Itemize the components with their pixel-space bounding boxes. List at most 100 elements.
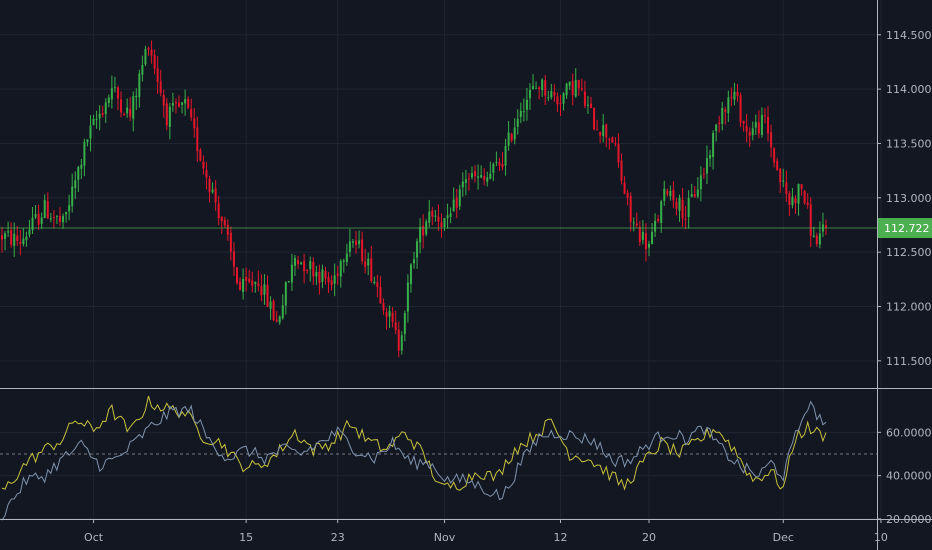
price-tick-label: 112.500: [886, 246, 932, 259]
oscillator-axis[interactable]: 60.0000 40.0000 20.0000: [877, 426, 932, 526]
candle: [159, 69, 162, 97]
candle: [651, 222, 654, 245]
candle: [687, 190, 690, 229]
candle: [519, 102, 522, 124]
candle: [187, 96, 190, 110]
candle: [455, 188, 458, 219]
candle: [223, 216, 226, 229]
price-tick-label: 114.000: [886, 83, 932, 96]
candle: [724, 106, 727, 125]
oscillator-series-line: [1, 400, 827, 521]
candle: [467, 172, 470, 191]
candle: [495, 151, 498, 167]
candle: [275, 311, 278, 323]
candle: [736, 83, 739, 102]
candle: [220, 216, 223, 234]
candle: [162, 89, 165, 118]
candle: [400, 331, 403, 355]
price-axis[interactable]: 114.500 114.000 113.500 113.000 112.500 112.0…: [877, 29, 932, 368]
candle: [86, 139, 89, 147]
candle: [358, 230, 361, 249]
candle: [382, 298, 385, 315]
candle: [272, 298, 275, 322]
candle: [715, 123, 718, 142]
candle: [742, 120, 745, 132]
candle: [739, 92, 742, 128]
candle: [767, 106, 770, 142]
candle: [43, 194, 46, 219]
candle: [174, 98, 177, 114]
candle: [226, 219, 229, 241]
time-axis[interactable]: Oct 15 23 Nov 12 20 Dec 10: [84, 519, 888, 544]
candle: [397, 321, 400, 358]
candle: [654, 213, 657, 238]
candle: [284, 281, 287, 315]
candle: [413, 251, 415, 269]
candle: [760, 107, 763, 138]
candle: [568, 81, 571, 90]
candle: [422, 214, 425, 249]
time-tick-label: 15: [239, 531, 253, 544]
candle: [644, 223, 647, 262]
candle: [794, 195, 797, 214]
candle: [318, 264, 321, 295]
candle: [37, 204, 40, 231]
candle: [446, 203, 449, 229]
candle: [483, 168, 486, 186]
candle: [321, 264, 324, 289]
price-tick-label: 114.500: [886, 29, 932, 42]
candle: [101, 105, 104, 118]
candle: [431, 207, 434, 225]
candle: [611, 136, 614, 143]
last-price-marker: 112.722: [0, 218, 932, 239]
candle: [709, 149, 712, 167]
candle: [229, 226, 232, 261]
candle: [434, 209, 437, 222]
candle: [638, 220, 641, 247]
candle: [309, 256, 312, 282]
candle: [559, 94, 562, 117]
candle: [68, 194, 71, 221]
candle: [367, 252, 370, 276]
candle: [809, 197, 812, 248]
candle: [65, 211, 68, 223]
candle: [202, 155, 205, 175]
candle: [797, 183, 800, 216]
oscillator-tick-label: 20.0000: [886, 513, 932, 526]
candle: [629, 192, 632, 232]
candle: [263, 274, 266, 305]
candle: [464, 169, 467, 196]
candle: [556, 92, 559, 113]
candle: [153, 49, 156, 75]
candle: [199, 148, 202, 162]
candle: [480, 165, 483, 179]
candle: [541, 78, 544, 97]
candle: [437, 204, 440, 232]
candle: [40, 212, 43, 230]
candle: [303, 254, 306, 284]
candle: [345, 243, 348, 266]
candle: [232, 242, 235, 276]
candle: [406, 274, 409, 323]
candle: [684, 205, 687, 230]
candle: [1, 226, 3, 253]
candle: [528, 83, 531, 110]
oscillator-series-line: [1, 395, 827, 491]
candle: [211, 182, 214, 194]
candle: [364, 248, 367, 274]
candle: [144, 45, 147, 67]
candle: [416, 238, 419, 269]
candle: [785, 170, 788, 202]
candle: [763, 108, 766, 124]
candle: [596, 119, 599, 131]
candle: [52, 210, 55, 229]
candle: [617, 133, 620, 168]
candle: [428, 199, 431, 228]
candle: [348, 228, 351, 257]
candle: [116, 85, 119, 111]
candle: [379, 276, 382, 304]
candle: [16, 225, 19, 246]
candle: [342, 258, 345, 273]
